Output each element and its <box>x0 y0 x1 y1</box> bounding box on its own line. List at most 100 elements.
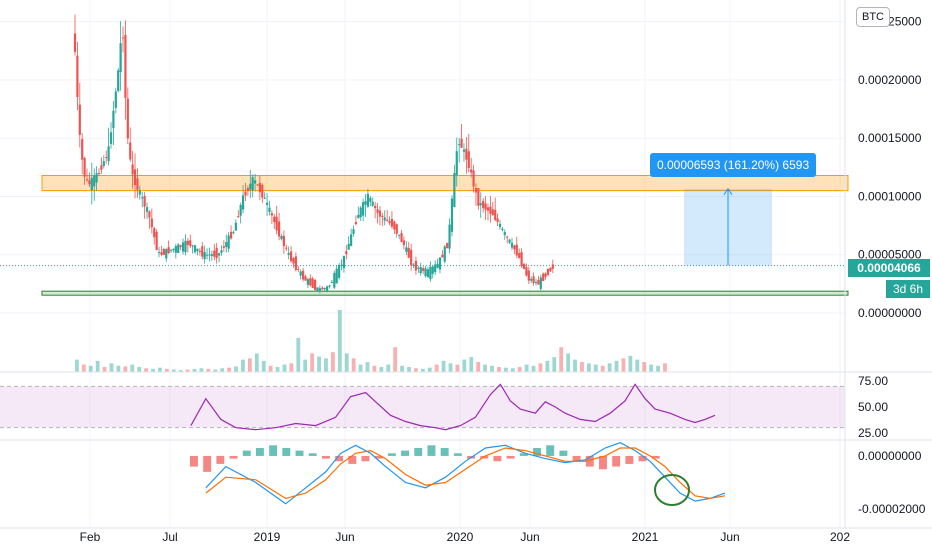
candle-body <box>378 210 382 217</box>
candle-body <box>155 231 158 251</box>
annotation-zones[interactable] <box>0 174 849 296</box>
volume-bar <box>261 360 266 372</box>
macd-histogram-bar <box>203 455 212 472</box>
candle-body <box>150 218 153 228</box>
time-tick-label: 2020 <box>447 530 474 544</box>
volume-bar <box>275 367 280 372</box>
candle-body <box>340 264 343 266</box>
candle-body <box>335 268 338 284</box>
candle-body <box>237 216 240 218</box>
price-tick-label: 0.00010000 <box>858 189 922 203</box>
volume-bar <box>192 368 197 372</box>
candle-body <box>208 254 211 256</box>
candle-body <box>364 201 367 205</box>
candle-body <box>354 222 358 224</box>
volume-pane <box>75 310 667 372</box>
macd-histogram-bar <box>546 445 555 456</box>
volume-bar <box>400 365 404 372</box>
volume-bar <box>268 365 273 372</box>
candle-body <box>546 268 550 275</box>
candle-body <box>429 266 432 280</box>
candle-body <box>436 263 439 268</box>
candle-body <box>371 201 374 206</box>
candle-body <box>213 250 216 257</box>
volume-bar <box>580 362 584 372</box>
candle-body <box>311 278 314 288</box>
volume-bar <box>455 364 460 372</box>
volume-bar <box>185 369 190 372</box>
candle-body <box>222 246 225 248</box>
volume-bar <box>607 363 612 372</box>
macd-histogram-bar <box>585 455 594 467</box>
candle-body <box>280 236 283 240</box>
candle-body <box>129 142 132 160</box>
candle-body <box>347 243 350 250</box>
candle-body <box>261 184 264 198</box>
time-tick-label: Jun <box>720 530 739 544</box>
candle-body <box>273 216 276 223</box>
candle-body <box>109 132 113 144</box>
volume-bar <box>434 364 439 372</box>
time-tick-label: Jun <box>520 530 539 544</box>
candle-body <box>299 271 302 276</box>
volume-bar <box>151 368 155 372</box>
candle-body <box>239 204 242 216</box>
volume-bar <box>559 347 564 372</box>
candle-body <box>539 277 542 289</box>
candle-body <box>193 245 197 253</box>
candle-body <box>215 247 218 259</box>
candle-body <box>105 157 108 159</box>
macd-histogram-bar <box>255 447 264 456</box>
candle-body <box>114 91 117 108</box>
candle-body <box>424 268 427 277</box>
candle-body <box>422 268 425 271</box>
volume-bar <box>109 363 114 372</box>
currency-badge[interactable]: BTC <box>856 7 890 27</box>
candle-body <box>287 253 290 255</box>
candle-body <box>157 252 161 254</box>
volume-bar <box>531 365 536 372</box>
rsi-axis-ticks: 75.00 50.00 25.00 <box>858 374 888 440</box>
volume-bar <box>427 367 432 372</box>
volume-bar <box>303 359 308 372</box>
macd-histogram-bar <box>533 447 541 456</box>
macd-histogram-bar <box>401 450 410 456</box>
macd-axis-ticks: 0.00000000 -0.00002000 <box>858 449 926 516</box>
candle-body <box>506 236 509 238</box>
macd-histogram-bar <box>387 453 396 456</box>
candle-body <box>470 169 473 173</box>
volume-bar <box>88 365 93 372</box>
volume-bar <box>510 368 515 372</box>
price-tick-label: 0.00015000 <box>858 131 922 145</box>
grid-lines <box>0 0 845 528</box>
candle-body <box>268 207 271 212</box>
candle-body <box>549 267 552 272</box>
volume-bar <box>289 363 294 372</box>
candle-body <box>520 252 523 267</box>
volume-bar <box>441 360 446 372</box>
volume-bar <box>296 337 301 372</box>
rsi-tick-label: 25.00 <box>858 426 888 440</box>
volume-bar <box>102 367 107 372</box>
volume-bar <box>75 359 79 372</box>
candle-body <box>76 55 79 98</box>
candle-body <box>251 177 254 191</box>
candle-body <box>532 276 535 284</box>
volume-bar <box>393 347 398 372</box>
volume-bar <box>206 368 211 372</box>
candle-body <box>97 173 101 175</box>
candle-body <box>138 190 141 195</box>
candle-body <box>167 247 170 254</box>
volume-bar <box>552 357 557 372</box>
candle-body <box>249 183 252 190</box>
countdown-badge: 3d 6h <box>886 280 930 298</box>
volume-bar <box>199 368 204 372</box>
candle-body <box>467 151 470 169</box>
candle-body <box>498 223 502 228</box>
candle-body <box>90 177 93 191</box>
volume-bar <box>213 369 218 372</box>
candle-body <box>136 178 139 190</box>
measure-arrow-head <box>723 187 733 196</box>
candle-body <box>275 216 278 231</box>
